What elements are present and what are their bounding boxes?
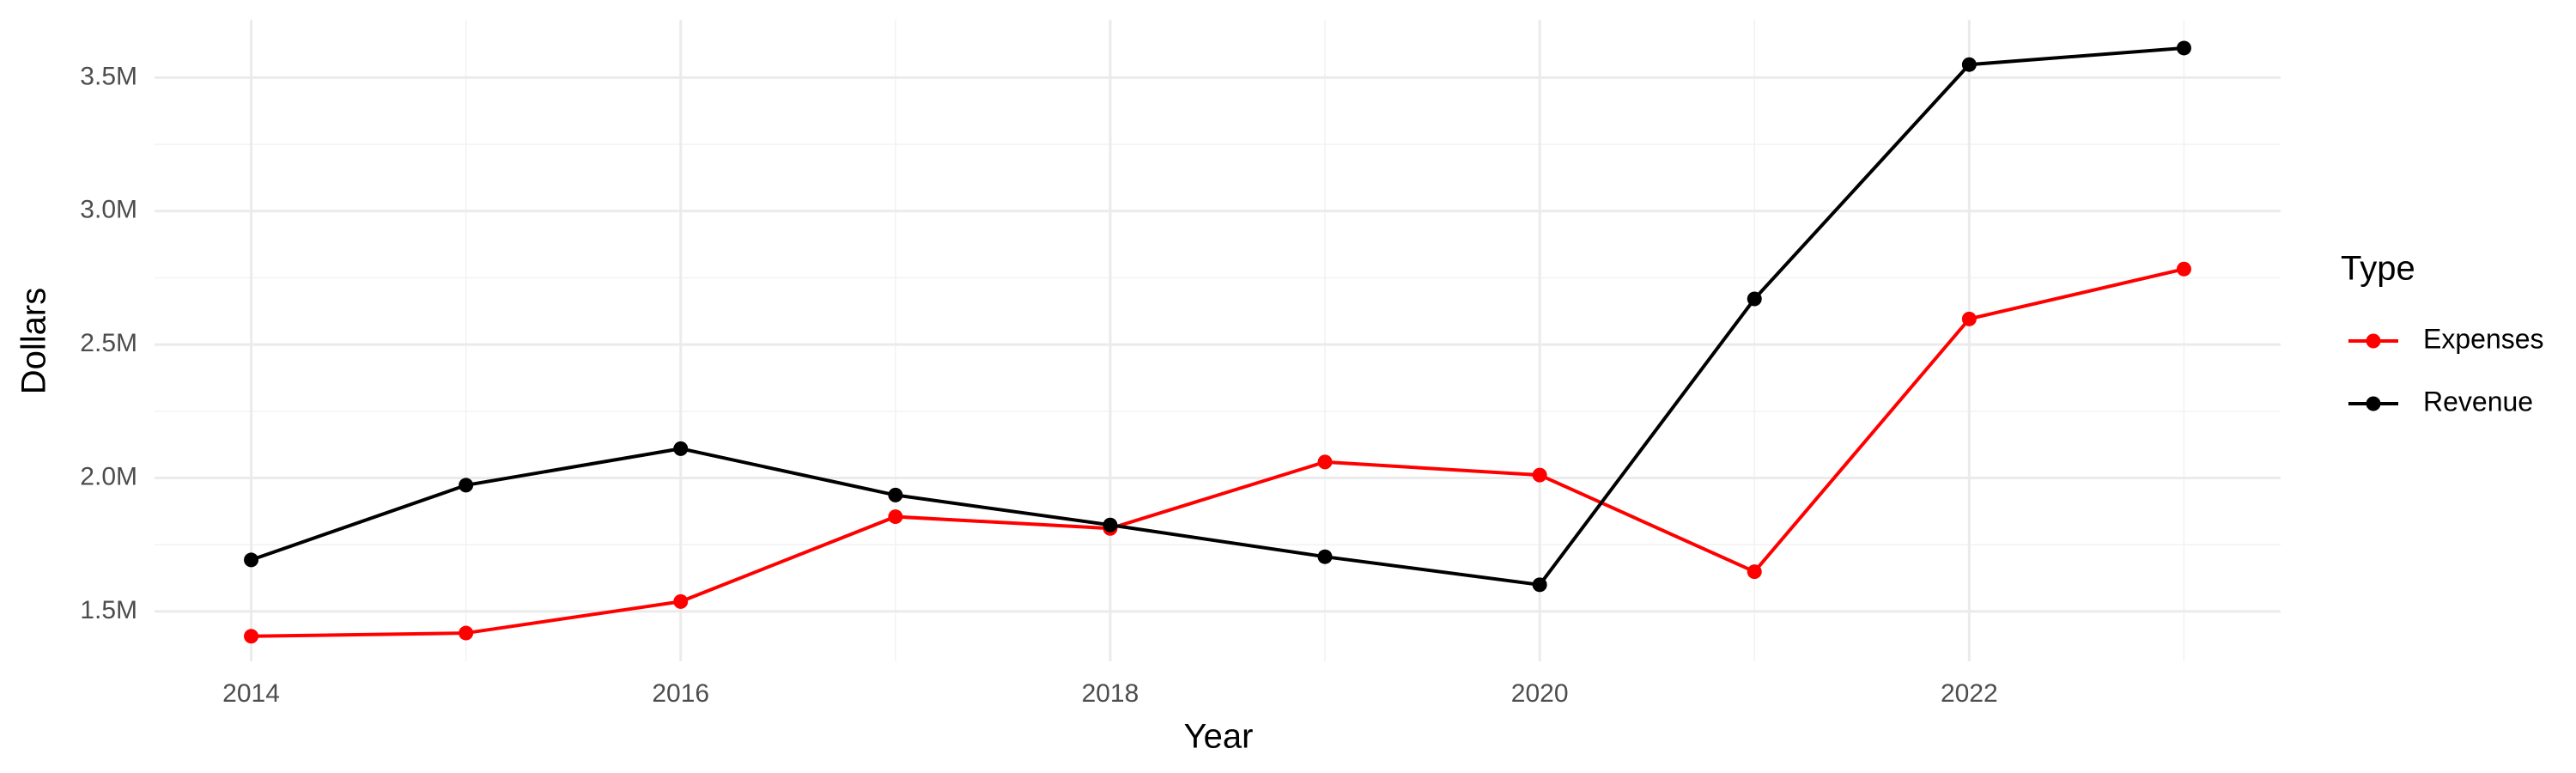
legend-label: Revenue [2423, 386, 2533, 417]
y-tick-label: 2.5M [80, 329, 137, 357]
series-line [250, 46, 2184, 587]
legend-label: Expenses [2423, 323, 2544, 354]
y-axis-title: Dollars [15, 288, 53, 394]
legend-key-point [2366, 333, 2381, 349]
data-point [1317, 549, 1333, 564]
legend-title: Type [2341, 250, 2415, 288]
y-tick-label: 3.0M [80, 196, 137, 224]
y-tick-label: 2.0M [80, 462, 137, 490]
data-point [673, 593, 689, 609]
x-tick-label: 2020 [1511, 679, 1569, 708]
data-point [244, 629, 259, 644]
x-tick-label: 2016 [652, 679, 709, 708]
data-point [1747, 291, 1762, 307]
data-point [1532, 577, 1547, 593]
y-tick-label: 1.5M [80, 596, 137, 624]
data-point [1747, 564, 1762, 580]
x-tick-label: 2018 [1082, 679, 1139, 708]
data-point [1961, 57, 1977, 72]
data-point [673, 441, 689, 456]
data-point [459, 625, 474, 641]
data-point [2176, 261, 2191, 277]
data-point [888, 487, 903, 502]
data-point [1103, 517, 1118, 533]
y-tick-label: 3.5M [80, 62, 137, 90]
data-point [1961, 311, 1977, 326]
data-point [244, 552, 259, 568]
x-tick-label: 2022 [1941, 679, 1998, 708]
legend-key-point [2366, 396, 2381, 411]
data-point [2176, 40, 2191, 56]
series-line [251, 267, 2184, 638]
data-point [888, 509, 903, 525]
data-point [459, 478, 474, 493]
x-tick-label: 2014 [222, 679, 280, 708]
data-point [1532, 467, 1547, 483]
data-point [1317, 454, 1333, 470]
x-axis-title: Year [1184, 718, 1254, 756]
